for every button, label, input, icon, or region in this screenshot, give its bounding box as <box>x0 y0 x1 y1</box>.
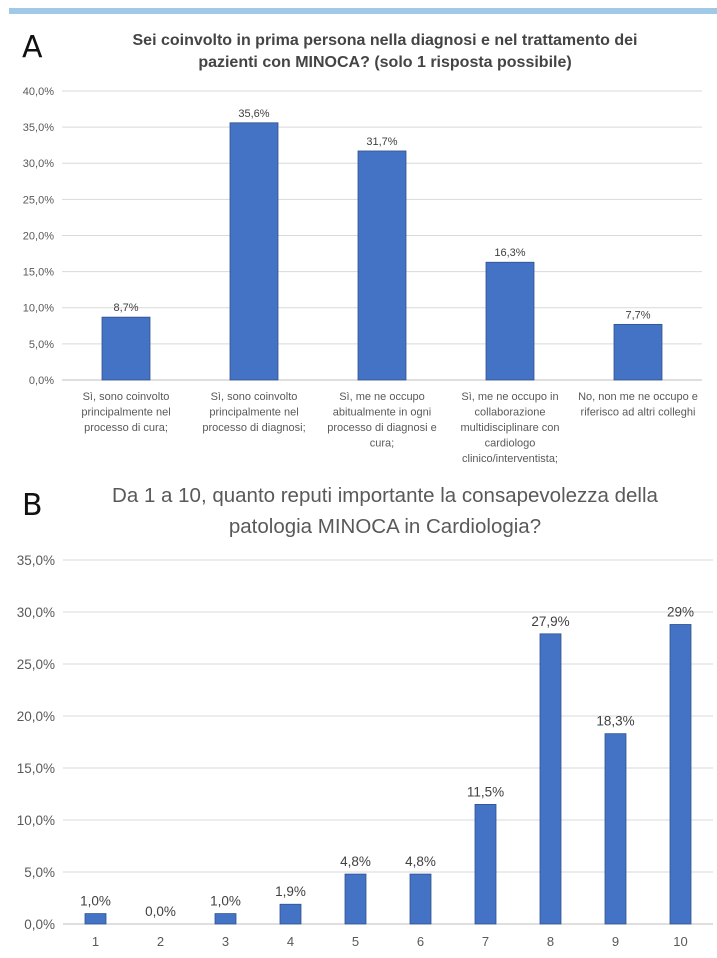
data-label: 4,8% <box>405 854 436 869</box>
data-label: 8,7% <box>113 302 138 314</box>
y-tick-label: 5,0% <box>24 865 55 880</box>
chart-b-title-line1: Da 1 a 10, quanto reputi importante la c… <box>112 484 658 507</box>
data-label: 31,7% <box>366 136 397 148</box>
data-label: 4,8% <box>340 854 371 869</box>
x-category-label: 6 <box>417 934 424 949</box>
bar <box>84 913 107 925</box>
x-category-label: 8 <box>547 934 554 949</box>
x-category-label: 3 <box>222 934 229 949</box>
bar <box>669 624 692 925</box>
y-tick-label: 15,0% <box>23 267 54 279</box>
bar <box>229 122 279 381</box>
bar <box>214 913 237 925</box>
y-tick-label: 10,0% <box>23 303 54 315</box>
y-tick-label: 35,0% <box>17 553 55 568</box>
data-label: 16,3% <box>494 247 525 259</box>
bar <box>485 261 535 381</box>
chart-a-title: Sei coinvolto in prima persona nella dia… <box>60 30 710 74</box>
x-category-label: processo di diagnosi e <box>327 422 436 434</box>
data-label: 29% <box>667 604 694 619</box>
y-tick-label: 30,0% <box>17 605 55 620</box>
y-tick-label: 20,0% <box>17 709 55 724</box>
bar <box>357 150 407 381</box>
x-category-label: processo di cura; <box>84 422 168 434</box>
x-category-label: Sì, sono coinvolto <box>83 391 170 403</box>
y-tick-label: 25,0% <box>17 657 55 672</box>
y-tick-label: 0,0% <box>24 917 55 932</box>
x-category-label: No, non me ne occupo e <box>578 391 698 403</box>
x-category-label: 2 <box>157 934 164 949</box>
chart-b-title-line2: patologia MINOCA in Cardiologia? <box>228 515 542 538</box>
data-label: 0,0% <box>145 904 176 919</box>
bar <box>604 733 627 925</box>
y-tick-label: 30,0% <box>23 158 54 170</box>
x-category-label: abitualmente in ogni <box>333 407 431 419</box>
y-tick-label: 5,0% <box>29 339 54 351</box>
x-category-label: 5 <box>352 934 359 949</box>
x-category-label: riferisco ad altri colleghi <box>581 407 696 419</box>
x-category-label: cura; <box>370 438 394 450</box>
x-category-label: 7 <box>482 934 489 949</box>
data-label: 11,5% <box>467 784 504 799</box>
chart-a: 0,0% 5,0% 10,0% 15,0% 20,0% 25,0% 30,0% 35,0% 40… <box>23 86 702 465</box>
data-label: 35,6% <box>238 108 269 120</box>
bar <box>344 873 367 925</box>
x-category-label: 10 <box>673 934 687 949</box>
x-category-label: multidisciplinare con <box>460 422 559 434</box>
x-category-label: processo di diagnosi; <box>202 422 305 434</box>
bar <box>613 323 663 381</box>
x-category-label: clinico/interventista; <box>462 453 558 465</box>
panel-b-letter: B <box>22 488 43 523</box>
data-label: 7,7% <box>625 309 650 321</box>
x-category-label: cardiologo <box>485 438 536 450</box>
y-tick-label: 20,0% <box>23 230 54 242</box>
chart-b-title: Da 1 a 10, quanto reputi importante la c… <box>60 480 710 542</box>
x-category-label: principalmente nel <box>209 407 298 419</box>
panel-a-letter: A <box>22 30 43 65</box>
chart-a-title-line1: Sei coinvolto in prima persona nella dia… <box>132 32 638 49</box>
data-label: 1,9% <box>275 884 306 899</box>
data-label: 18,3% <box>596 714 634 729</box>
x-category-label: Sì, sono coinvolto <box>211 391 298 403</box>
top-accent-rule <box>9 8 717 14</box>
bar <box>279 903 302 925</box>
x-category-label: 9 <box>612 934 619 949</box>
y-tick-label: 35,0% <box>23 122 54 134</box>
y-tick-label: 0,0% <box>29 375 54 387</box>
chart-a-title-line2: pazienti con MINOCA? (solo 1 risposta po… <box>198 54 572 71</box>
y-tick-label: 10,0% <box>17 813 55 828</box>
y-tick-label: 25,0% <box>23 194 54 206</box>
x-category-label: Sì, me ne occupo <box>339 391 425 403</box>
bar <box>539 633 562 925</box>
x-category-label: 1 <box>92 934 99 949</box>
bar <box>101 316 151 381</box>
x-category-label: Sì, me ne occupo in <box>461 391 558 403</box>
y-tick-label: 15,0% <box>17 761 55 776</box>
x-category-label: collaborazione <box>475 407 546 419</box>
y-tick-label: 40,0% <box>23 86 54 98</box>
data-label: 1,0% <box>210 894 241 909</box>
x-category-label: principalmente nel <box>81 407 170 419</box>
data-label: 1,0% <box>80 894 111 909</box>
bar <box>474 804 497 925</box>
x-category-label: 4 <box>287 934 294 949</box>
data-label: 27,9% <box>531 614 569 629</box>
bar <box>409 873 432 925</box>
